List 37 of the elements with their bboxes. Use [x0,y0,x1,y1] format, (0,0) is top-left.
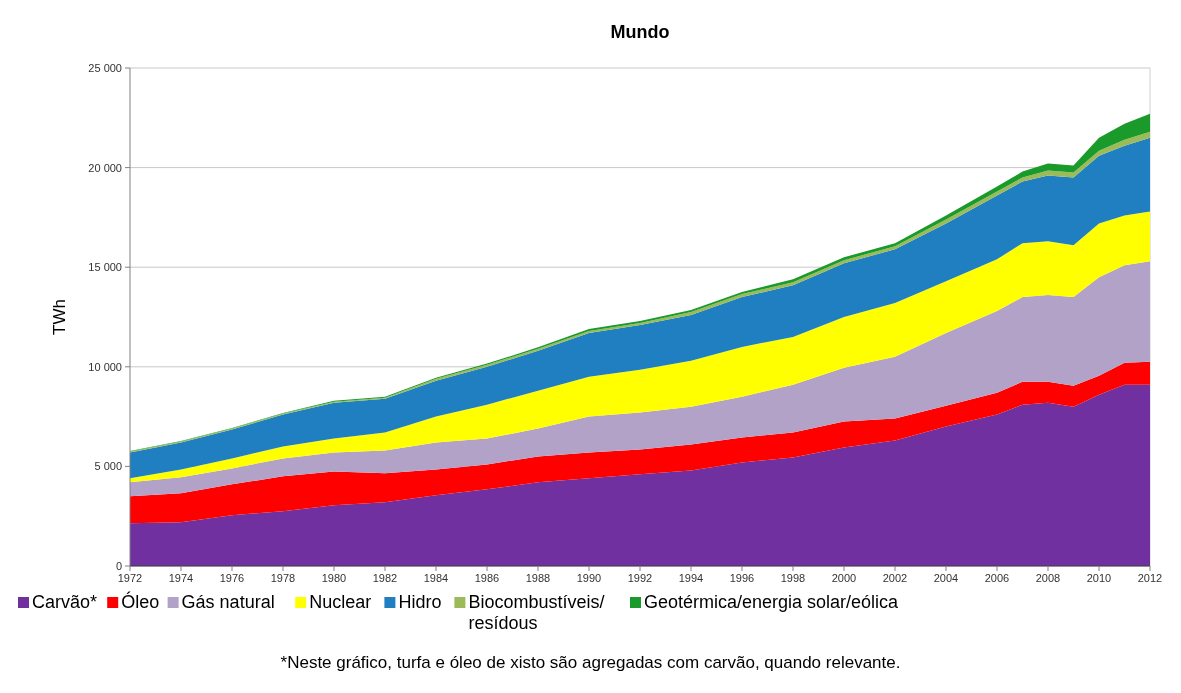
legend-label: Geotérmica/energia solar/eólica [644,592,900,612]
x-tick-label: 1998 [780,572,806,584]
x-tick-label: 1990 [576,572,602,584]
x-tick-label: 2008 [1035,572,1061,584]
legend-label: Hidro [398,592,442,612]
x-tick-label: 1996 [729,572,755,584]
y-tick-label: 5 000 [94,460,122,473]
x-tick-label: 2004 [933,572,959,584]
x-tick-label: 1986 [474,572,500,584]
x-tick-label: 2002 [882,572,908,584]
x-tick-label: 1980 [321,572,347,584]
chart-title: Mundo [610,22,670,42]
legend-label: Carvão* [32,592,98,612]
y-tick-label: 15 000 [88,261,122,274]
text: *Neste gráfico, turfa e óleo de xisto são agregadas com carvão, quando relevante. [280,653,901,672]
x-tick-label: 1978 [270,572,296,584]
legend-label: Biocombustíveis/ resídous [468,592,605,633]
legend-label: Nuclear [309,592,372,612]
legend-label: Óleo [121,591,160,612]
y-tick-label: 10 000 [88,360,122,373]
x-tick-label: 1972 [117,572,143,584]
x-tick-label: 1976 [219,572,245,584]
x-tick-label: 1994 [678,572,704,584]
y-axis-title: TWh [50,299,69,335]
y-tick-label: 25 000 [88,62,122,74]
y-tick-label: 0 [115,560,122,572]
x-tick-label: 1984 [423,572,449,584]
x-tick-label: 2000 [831,572,857,584]
y-tick-label: 20 000 [88,161,122,174]
x-tick-label: 2006 [984,572,1010,584]
x-tick-label: 1988 [525,572,551,584]
x-tick-label: 1992 [627,572,653,584]
x-tick-label: 1982 [372,572,398,584]
x-tick-label: 2010 [1086,572,1112,584]
legend-label: Gás natural [181,592,275,612]
x-tick-label: 1974 [168,572,194,584]
x-tick-label: 2012 [1137,572,1163,584]
